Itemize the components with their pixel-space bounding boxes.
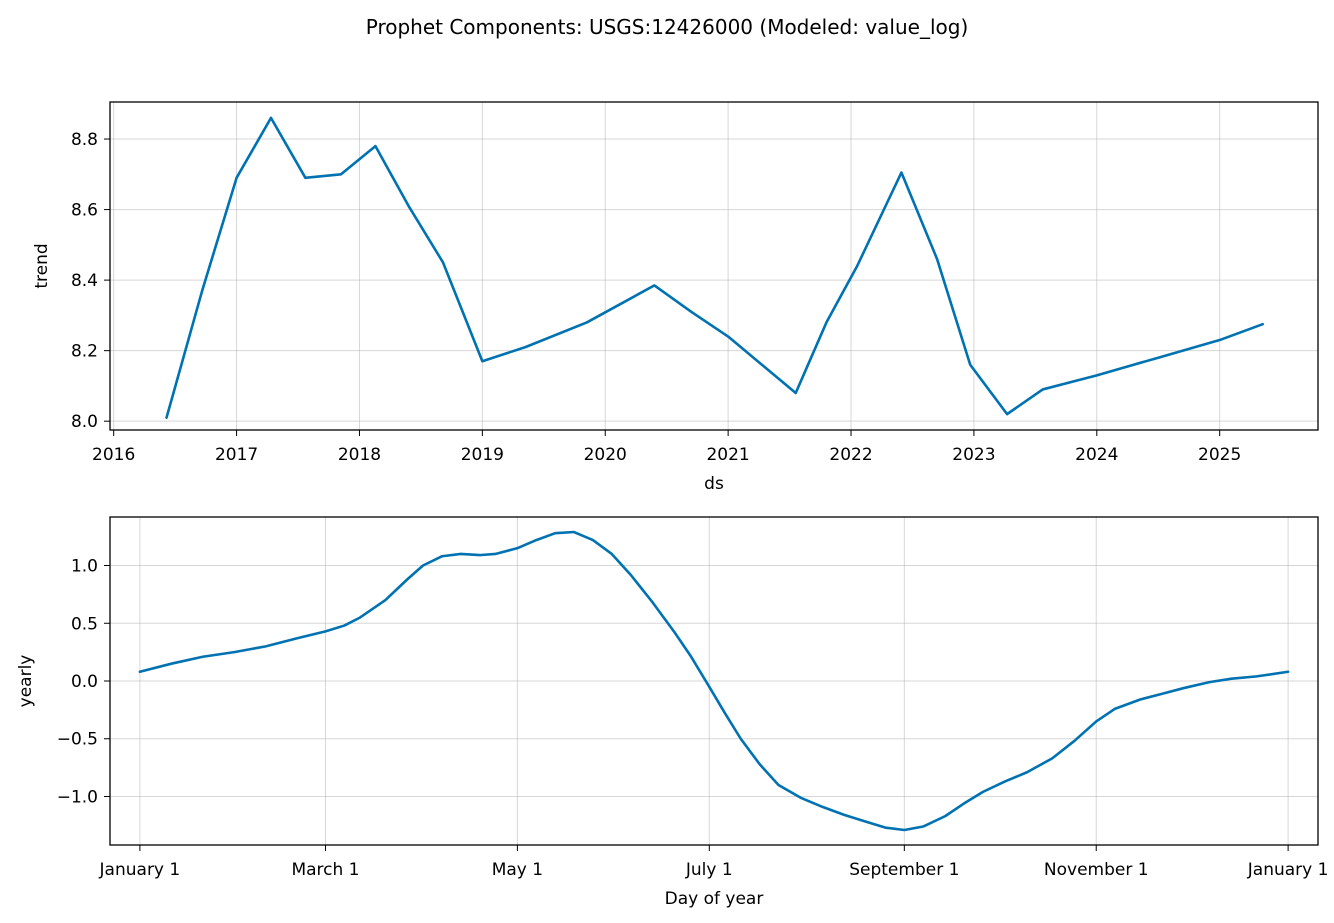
trend-x-tick-label-8: 2024 bbox=[1075, 445, 1118, 465]
trend-x-tick-label-5: 2021 bbox=[706, 445, 749, 465]
yearly-x-tick-label-1: March 1 bbox=[291, 860, 359, 880]
yearly-y-tick-label-3: 0.5 bbox=[71, 614, 98, 634]
yearly-y-tick-label-4: 1.0 bbox=[71, 557, 98, 577]
trend-y-tick-label-2: 8.4 bbox=[71, 271, 98, 291]
trend-axes-frame bbox=[109, 101, 1319, 431]
trend-y-axis-label: trend bbox=[32, 243, 52, 288]
yearly-x-tick-label-2: May 1 bbox=[492, 860, 543, 880]
trend-y-tick-label-4: 8.8 bbox=[71, 130, 98, 150]
yearly-x-tick-label-6: January 1 bbox=[1247, 860, 1329, 880]
yearly-x-tick-label-5: November 1 bbox=[1044, 860, 1149, 880]
yearly-y-tick-label-0: −1.0 bbox=[57, 787, 98, 807]
trend-y-tick-label-3: 8.6 bbox=[71, 201, 98, 221]
trend-panel: 2016 2017 2018 2019 2020 2021 2022 2023 2024 2025… bbox=[32, 101, 1319, 494]
yearly-x-tick-label-0: January 1 bbox=[99, 860, 181, 880]
trend-x-tick-label-3: 2019 bbox=[461, 445, 504, 465]
trend-x-tick-label-2: 2018 bbox=[338, 445, 381, 465]
yearly-y-tick-label-2: 0.0 bbox=[71, 672, 98, 692]
trend-x-tick-label-6: 2022 bbox=[829, 445, 872, 465]
yearly-x-tick-label-3: July 1 bbox=[685, 860, 733, 880]
trend-x-tick-label-4: 2020 bbox=[584, 445, 627, 465]
yearly-x-tick-label-4: September 1 bbox=[849, 860, 959, 880]
yearly-x-axis-label: Day of year bbox=[665, 889, 764, 909]
yearly-panel: January 1 March 1 May 1 July 1 September 1 No… bbox=[16, 516, 1329, 909]
trend-x-tick-label-0: 2016 bbox=[92, 445, 135, 465]
trend-series-line-0 bbox=[165, 116, 1264, 419]
trend-x-tick-label-7: 2023 bbox=[952, 445, 995, 465]
yearly-series-line-0 bbox=[138, 530, 1290, 832]
trend-y-tick-label-0: 8.0 bbox=[71, 412, 98, 432]
figure-title: Prophet Components: USGS:12426000 (Model… bbox=[366, 15, 969, 39]
yearly-y-axis-label: yearly bbox=[16, 655, 36, 708]
yearly-y-tick-label-1: −0.5 bbox=[57, 730, 98, 750]
trend-x-axis-label: ds bbox=[704, 474, 724, 494]
trend-x-tick-label-9: 2025 bbox=[1198, 445, 1241, 465]
trend-y-tick-label-1: 8.2 bbox=[71, 342, 98, 362]
trend-x-tick-label-1: 2017 bbox=[215, 445, 258, 465]
